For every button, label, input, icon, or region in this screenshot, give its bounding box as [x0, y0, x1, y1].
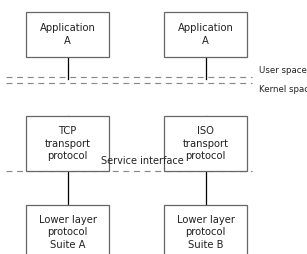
Text: Application
A: Application A: [178, 23, 234, 46]
Text: Application
A: Application A: [40, 23, 95, 46]
FancyBboxPatch shape: [26, 12, 109, 57]
Text: User space: User space: [259, 67, 307, 75]
Text: Kernel space: Kernel space: [259, 85, 307, 94]
Text: Service interface: Service interface: [101, 156, 184, 166]
FancyBboxPatch shape: [164, 116, 247, 171]
FancyBboxPatch shape: [164, 205, 247, 254]
FancyBboxPatch shape: [164, 12, 247, 57]
Text: ISO
transport
protocol: ISO transport protocol: [183, 126, 229, 161]
FancyBboxPatch shape: [26, 205, 109, 254]
Text: Lower layer
protocol
Suite B: Lower layer protocol Suite B: [177, 215, 235, 250]
FancyBboxPatch shape: [26, 116, 109, 171]
Text: Lower layer
protocol
Suite A: Lower layer protocol Suite A: [39, 215, 96, 250]
Text: TCP
transport
protocol: TCP transport protocol: [45, 126, 91, 161]
